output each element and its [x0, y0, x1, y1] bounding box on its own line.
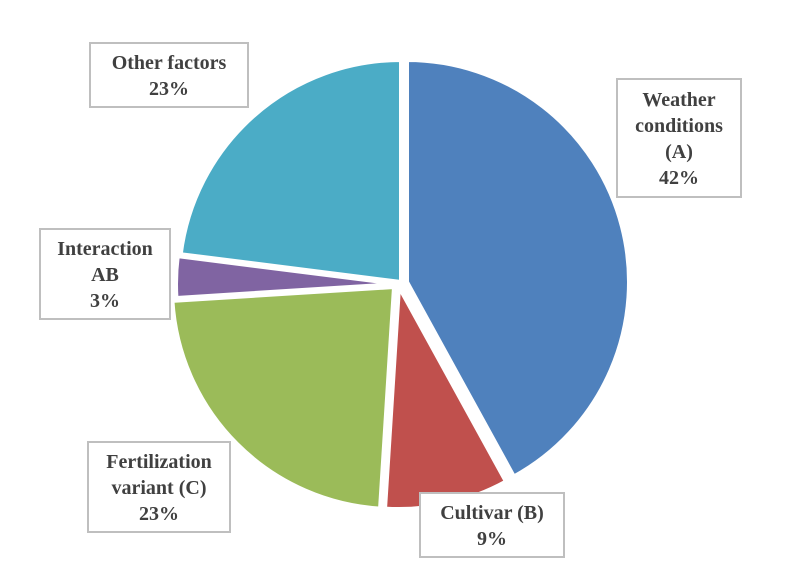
data-label-box	[39, 228, 171, 320]
pie-labels: Weather conditions (A) 42% Cultivar (B) 9% Fer…	[39, 42, 742, 558]
pie-slices	[170, 58, 631, 511]
data-label-box	[89, 42, 249, 108]
pie-slice-fertilization-variant-c	[170, 285, 396, 511]
data-label-line: Other factors	[112, 52, 227, 74]
data-label-box	[87, 441, 231, 533]
data-label-line: variant (C)	[112, 477, 207, 499]
data-label-line: Fertilization	[106, 451, 212, 473]
pie-slice-weather-conditions-a	[405, 58, 631, 479]
data-label-line: Weather	[642, 89, 715, 111]
data-label-cultivar-b: Cultivar (B) 9%	[419, 492, 565, 558]
data-label-line: 9%	[477, 528, 507, 550]
data-label-interaction-ab: Interaction AB 3%	[39, 228, 171, 320]
data-label-weather-conditions-a: Weather conditions (A) 42%	[616, 78, 742, 198]
data-label-fertilization-variant-c: Fertilization variant (C) 23%	[87, 441, 231, 533]
data-label-box	[616, 78, 742, 198]
data-label-line: 23%	[149, 78, 189, 100]
data-label-box	[419, 492, 565, 558]
data-label-other-factors: Other factors 23%	[89, 42, 249, 108]
data-label-line: Cultivar (B)	[440, 502, 544, 524]
data-label-line: Interaction	[57, 238, 153, 260]
data-label-line: 23%	[139, 503, 179, 525]
data-label-line: AB	[91, 264, 119, 286]
pie-slice-other-factors	[178, 58, 403, 284]
data-label-line: (A)	[665, 141, 693, 163]
data-label-line: conditions	[635, 115, 723, 137]
data-label-line: 42%	[659, 167, 699, 189]
data-label-line: 3%	[90, 290, 120, 312]
pie-slice-interaction-ab	[174, 254, 400, 300]
